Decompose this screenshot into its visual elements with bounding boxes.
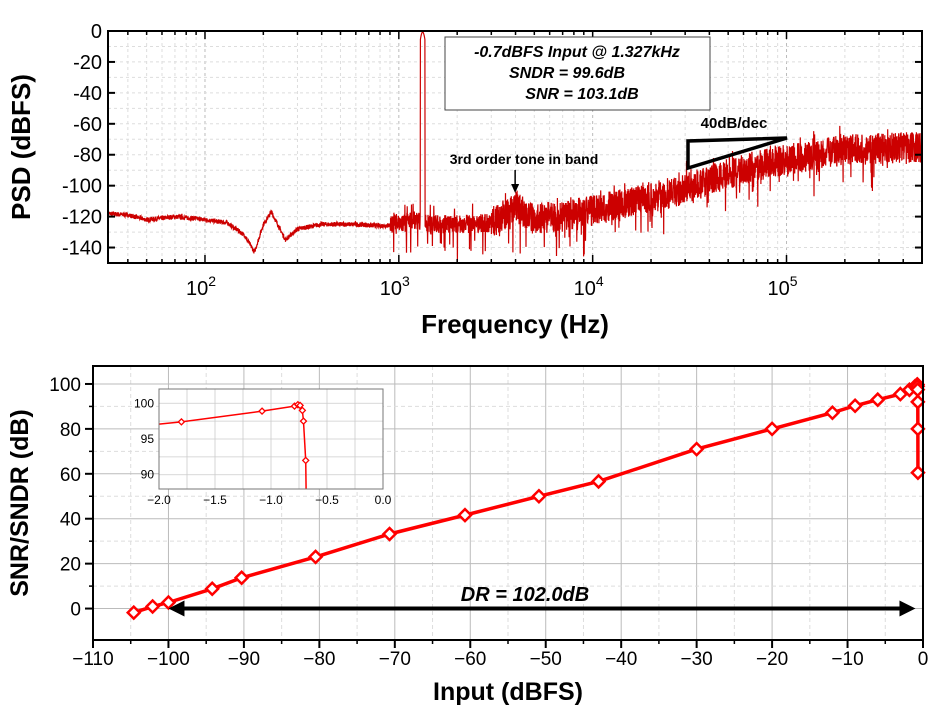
data-marker — [910, 464, 926, 481]
annotation-box — [444, 36, 711, 111]
snr-chart: DR = 102.0dB−110 −100 −90 −80 −70 −60 −50 −40 −3… — [6, 365, 929, 706]
data-marker — [307, 549, 324, 565]
y-tick-label: -80 — [73, 145, 102, 167]
tone-arrowhead — [511, 184, 520, 193]
data-marker — [125, 604, 142, 621]
tone-label: 3rd order tone in band — [450, 151, 599, 167]
data-marker — [688, 441, 705, 457]
y-axis-label: SNR/SNDR (dB) — [6, 409, 34, 597]
y-tick-label: 40 — [60, 510, 81, 531]
x-tick-label: −100 — [147, 649, 190, 670]
y-tick-label: 60 — [60, 465, 81, 486]
inset-marker — [258, 407, 266, 416]
inset-line-segment — [302, 421, 307, 461]
x-tick-label: −60 — [454, 649, 486, 670]
slope-triangle — [686, 136, 788, 171]
x-tick-label: −50 — [530, 649, 562, 670]
dr-arrowhead-left — [168, 600, 185, 617]
inset-line-segment — [261, 405, 295, 412]
y-tick-label: 80 — [60, 420, 81, 441]
x-tick-label: −30 — [681, 649, 713, 670]
x-tick-label: −110 — [72, 649, 113, 670]
y-axis-label: PSD (dBFS) — [6, 74, 36, 220]
annotation-line: -0.7dBFS Input @ 1.327kHz — [474, 44, 680, 61]
inset-marker — [298, 406, 307, 415]
data-marker — [910, 421, 926, 437]
data-marker — [457, 507, 473, 523]
data-marker — [869, 391, 886, 408]
y-tick-label: -100 — [62, 176, 102, 198]
y-tick-label: -140 — [62, 238, 102, 260]
y-tick-label: -20 — [73, 52, 102, 74]
inset-frame — [158, 388, 384, 490]
data-marker — [824, 404, 841, 421]
inset-y-tick-label: 95 — [141, 432, 155, 446]
slope-label: 40dB/dec — [701, 115, 768, 132]
data-marker — [531, 488, 547, 505]
data-marker — [144, 598, 161, 615]
x-tick-label: −10 — [831, 649, 863, 670]
inset-chart: −2.0 −1.5 −1.0 −0.5 0.0 100 95 90 — [134, 388, 392, 507]
y-tick-label: -60 — [73, 114, 102, 136]
inset-y-tick-label: 90 — [141, 468, 155, 482]
x-tick-label: −90 — [228, 649, 260, 670]
y-tick-label: -40 — [73, 83, 102, 105]
x-tick-label: 102 — [186, 273, 216, 300]
psd-trace — [107, 31, 923, 262]
annotation-line: SNDR = 99.6dB — [509, 65, 625, 82]
y-tick-label: 0 — [91, 21, 102, 43]
data-marker — [590, 473, 607, 490]
inset-x-tick-label: 0.0 — [375, 493, 392, 507]
inset-x-tick-label: −1.0 — [259, 493, 283, 507]
inset-line-segment — [158, 421, 182, 425]
inset-y-tick-label: 100 — [134, 396, 154, 410]
y-tick-label: 100 — [49, 375, 81, 396]
data-marker — [381, 526, 398, 542]
inset-line-segment — [181, 410, 263, 423]
inset-marker — [299, 417, 308, 426]
x-tick-label: −20 — [756, 649, 788, 670]
data-marker — [910, 394, 926, 410]
x-axis-label: Input (dBFS) — [433, 678, 583, 706]
x-tick-label: 0 — [918, 649, 929, 670]
annotation-line: SNR = 103.1dB — [525, 86, 638, 103]
data-marker — [204, 581, 220, 597]
inset-x-tick-label: −2.0 — [147, 493, 171, 507]
data-marker — [233, 570, 250, 586]
psd-chart: 0 -20 -40 -60 -80 -100 -120 -140 102 103 104 105 Fre… — [6, 21, 923, 339]
inset-x-tick-label: −1.5 — [203, 493, 227, 507]
data-marker — [160, 594, 177, 611]
x-tick-label: −80 — [303, 649, 335, 670]
x-tick-label: −70 — [379, 649, 411, 670]
inset-marker — [296, 401, 305, 410]
data-marker — [764, 421, 780, 437]
inset-x-tick-label: −0.5 — [315, 493, 339, 507]
inset-marker — [301, 456, 310, 465]
x-tick-label: −40 — [605, 649, 637, 670]
x-tick-label: 104 — [574, 273, 604, 300]
y-tick-label: 20 — [60, 555, 81, 576]
dr-arrowhead-right — [899, 600, 916, 617]
y-tick-label: 0 — [70, 600, 81, 621]
data-marker — [847, 397, 863, 414]
x-tick-label: 103 — [380, 273, 410, 300]
y-tick-label: -120 — [62, 207, 102, 229]
dr-label: DR = 102.0dB — [461, 584, 589, 606]
inset-marker — [177, 417, 186, 426]
x-axis-label: Frequency (Hz) — [421, 309, 609, 339]
x-tick-label: 105 — [767, 273, 797, 300]
